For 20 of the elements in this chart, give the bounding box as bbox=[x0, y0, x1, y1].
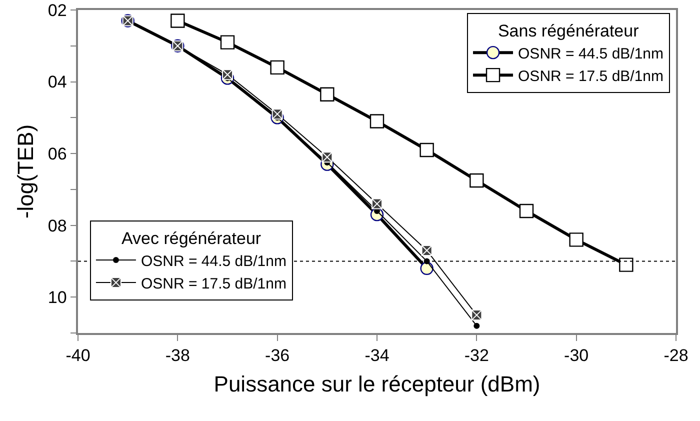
x-tick-label: -32 bbox=[464, 346, 489, 366]
y-tick-label: 10 bbox=[48, 288, 67, 308]
text: Sans régénérateur bbox=[498, 21, 639, 40]
legend-label: OSNR = 17.5 dB/1nm bbox=[140, 275, 286, 292]
x-tick-label: -38 bbox=[165, 346, 190, 366]
y-tick-label: 02 bbox=[48, 0, 67, 20]
legend-label: OSNR = 17.5 dB/1nm bbox=[518, 68, 664, 85]
x-tick-label: -40 bbox=[66, 346, 90, 366]
x-tick-label: -28 bbox=[664, 346, 688, 366]
text: Avec régénérateur bbox=[122, 228, 262, 248]
legend-label: OSNR = 44.5 dB/1nm bbox=[518, 45, 664, 62]
x-tick-label: -30 bbox=[564, 346, 589, 366]
legend-label: OSNR = 44.5 dB/1nm bbox=[140, 252, 286, 270]
y-tick-label: 06 bbox=[48, 144, 67, 164]
y-tick-label: 04 bbox=[48, 72, 67, 92]
x-axis-title: Puissance sur le récepteur (dBm) bbox=[214, 372, 540, 397]
x-tick-label: -36 bbox=[265, 346, 290, 366]
x-tick-label: -34 bbox=[364, 346, 390, 366]
y-axis-title: -log(TEB) bbox=[13, 124, 38, 219]
y-tick-label: 08 bbox=[48, 216, 67, 236]
